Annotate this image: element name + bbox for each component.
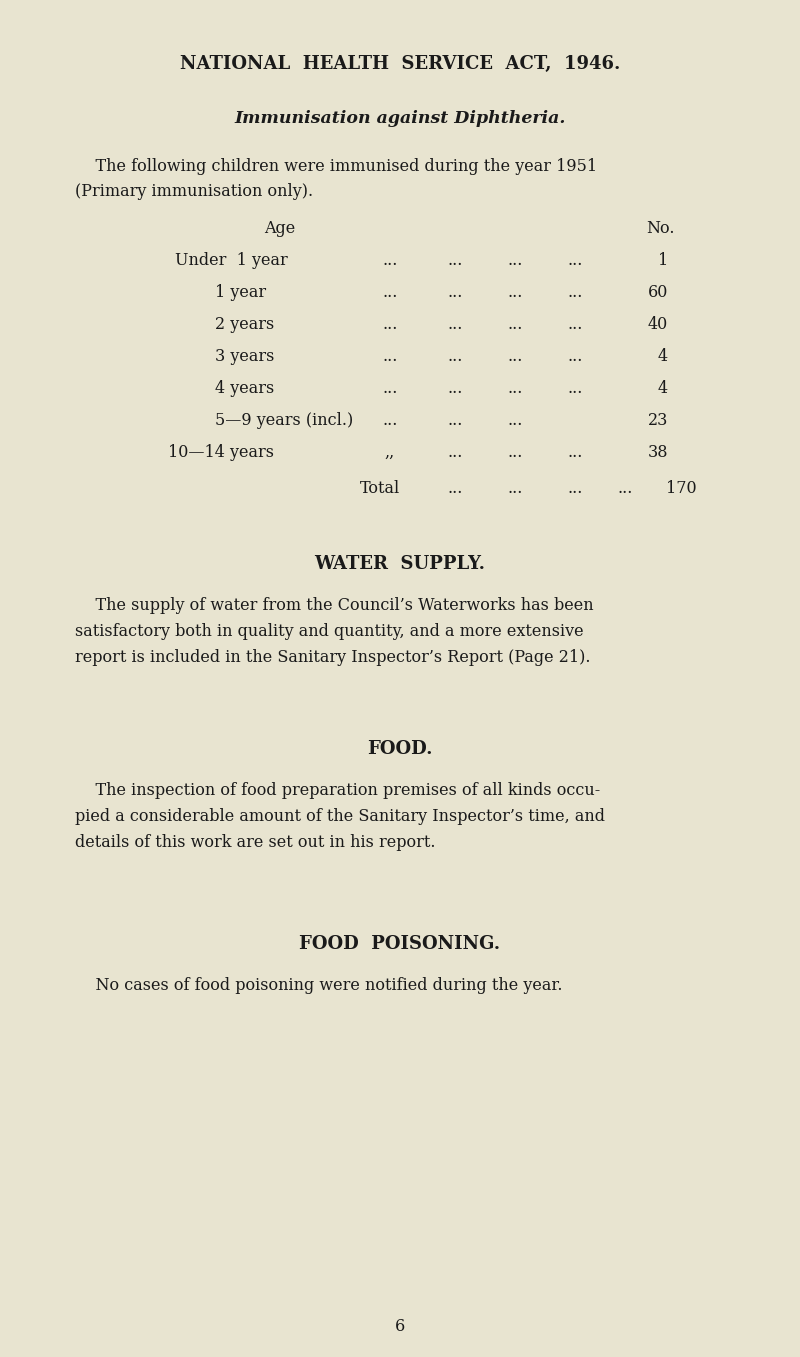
Text: ...: ... [567, 252, 582, 269]
Text: ...: ... [507, 316, 522, 332]
Text: The supply of water from the Council’s Waterworks has been: The supply of water from the Council’s W… [75, 597, 594, 613]
Text: 10—14 years: 10—14 years [168, 444, 274, 461]
Text: (Primary immunisation only).: (Primary immunisation only). [75, 183, 313, 199]
Text: ...: ... [447, 316, 462, 332]
Text: ...: ... [507, 480, 522, 497]
Text: ...: ... [567, 347, 582, 365]
Text: ...: ... [382, 413, 398, 429]
Text: ...: ... [507, 413, 522, 429]
Text: ...: ... [507, 252, 522, 269]
Text: 3 years: 3 years [215, 347, 274, 365]
Text: FOOD.: FOOD. [367, 740, 433, 759]
Text: The following children were immunised during the year 1951: The following children were immunised du… [75, 157, 597, 175]
Text: 170: 170 [666, 480, 697, 497]
Text: ...: ... [382, 252, 398, 269]
Text: 38: 38 [647, 444, 668, 461]
Text: Immunisation against Diphtheria.: Immunisation against Diphtheria. [234, 110, 566, 128]
Text: ...: ... [382, 284, 398, 301]
Text: 4: 4 [658, 347, 668, 365]
Text: ...: ... [447, 444, 462, 461]
Text: ...: ... [447, 413, 462, 429]
Text: ...: ... [567, 316, 582, 332]
Text: ...: ... [507, 444, 522, 461]
Text: ...: ... [567, 480, 582, 497]
Text: WATER  SUPPLY.: WATER SUPPLY. [314, 555, 486, 573]
Text: Total: Total [360, 480, 400, 497]
Text: Under  1 year: Under 1 year [175, 252, 288, 269]
Text: ...: ... [447, 252, 462, 269]
Text: ...: ... [447, 347, 462, 365]
Text: ,,: ,, [385, 444, 395, 461]
Text: 1 year: 1 year [215, 284, 266, 301]
Text: ...: ... [447, 480, 462, 497]
Text: ...: ... [382, 380, 398, 398]
Text: satisfactory both in quality and quantity, and a more extensive: satisfactory both in quality and quantit… [75, 623, 584, 641]
Text: 40: 40 [648, 316, 668, 332]
Text: 23: 23 [648, 413, 668, 429]
Text: 60: 60 [648, 284, 668, 301]
Text: 4 years: 4 years [215, 380, 274, 398]
Text: FOOD  POISONING.: FOOD POISONING. [299, 935, 501, 953]
Text: No.: No. [646, 220, 674, 237]
Text: ...: ... [507, 347, 522, 365]
Text: ...: ... [447, 380, 462, 398]
Text: ...: ... [507, 284, 522, 301]
Text: NATIONAL  HEALTH  SERVICE  ACT,  1946.: NATIONAL HEALTH SERVICE ACT, 1946. [180, 56, 620, 73]
Text: 1: 1 [658, 252, 668, 269]
Text: ...: ... [618, 480, 633, 497]
Text: details of this work are set out in his report.: details of this work are set out in his … [75, 835, 435, 851]
Text: 2 years: 2 years [215, 316, 274, 332]
Text: ...: ... [567, 380, 582, 398]
Text: ...: ... [382, 316, 398, 332]
Text: ...: ... [567, 444, 582, 461]
Text: 6: 6 [395, 1318, 405, 1335]
Text: 5—9 years (incl.): 5—9 years (incl.) [215, 413, 354, 429]
Text: ...: ... [382, 347, 398, 365]
Text: ...: ... [447, 284, 462, 301]
Text: No cases of food poisoning were notified during the year.: No cases of food poisoning were notified… [75, 977, 562, 993]
Text: 4: 4 [658, 380, 668, 398]
Text: The inspection of food preparation premises of all kinds occu-: The inspection of food preparation premi… [75, 782, 600, 799]
Text: Age: Age [264, 220, 296, 237]
Text: ...: ... [567, 284, 582, 301]
Text: ...: ... [507, 380, 522, 398]
Text: pied a considerable amount of the Sanitary Inspector’s time, and: pied a considerable amount of the Sanita… [75, 807, 605, 825]
Text: report is included in the Sanitary Inspector’s Report (Page 21).: report is included in the Sanitary Inspe… [75, 649, 590, 666]
